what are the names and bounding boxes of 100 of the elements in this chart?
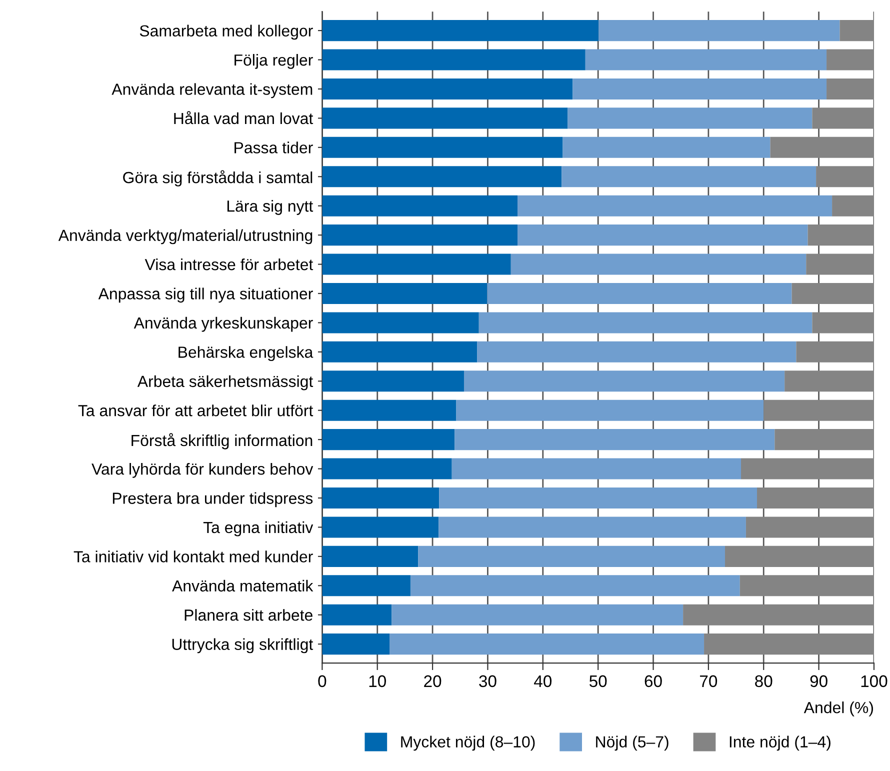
bar	[840, 20, 874, 42]
bar	[438, 516, 746, 538]
bar	[598, 20, 840, 42]
y-tick-label: Planera sitt arbete	[184, 609, 312, 621]
y-tick-label: Uttrycka sig skriftligt	[172, 638, 314, 654]
bar	[322, 341, 478, 362]
bar	[568, 108, 812, 129]
y-tick-label: Ta ansvar för att arbetet blir utfört	[78, 404, 314, 416]
bar	[808, 224, 874, 246]
y-tick-label: Samarbeta med kollegor	[140, 24, 313, 40]
bar	[562, 136, 770, 158]
x-tick-label: 10	[369, 675, 386, 688]
bar	[322, 634, 390, 655]
bar	[826, 78, 874, 100]
x-tick-label: 80	[755, 675, 772, 688]
bar	[322, 487, 440, 509]
y-tick-label: Använda yrkeskunskaper	[134, 316, 313, 332]
bar	[796, 341, 874, 362]
y-tick-label: Prestera bra under tidspress	[112, 492, 313, 508]
x-tick-label: 90	[810, 675, 828, 688]
bar	[806, 254, 874, 275]
x-tick-label: 60	[644, 675, 662, 688]
bar	[478, 312, 812, 334]
bar	[410, 575, 740, 596]
y-tick-label: Ta egna initiativ	[203, 521, 314, 536]
bar	[812, 108, 874, 129]
y-tick-label: Arbeta säkerhetsmässigt	[137, 375, 314, 390]
bar	[322, 195, 518, 216]
y-tick-label: Passa tider	[234, 142, 313, 154]
bar	[322, 458, 452, 480]
bar	[816, 166, 874, 188]
y-tick-label: Använda relevanta it-system	[112, 83, 312, 98]
bar	[826, 49, 874, 70]
bar	[322, 166, 562, 188]
bar	[704, 634, 874, 655]
y-tick-label: Visa intresse för arbetet	[144, 258, 314, 270]
x-tick-label: 20	[424, 675, 442, 688]
bar	[322, 516, 439, 538]
bar	[585, 49, 827, 70]
bar	[464, 370, 785, 392]
bar	[683, 604, 874, 626]
legend-label: Mycket nöjd (8–10)	[401, 736, 535, 751]
x-axis-title: Andel (%)	[804, 702, 873, 716]
bar	[439, 487, 757, 509]
bar	[322, 400, 456, 421]
y-tick-label: Använda verktyg/material/utrustning	[58, 229, 312, 244]
bar	[322, 108, 568, 129]
y-tick-label: Följa regler	[234, 54, 313, 69]
y-tick-label: Hålla vad man lovat	[174, 111, 314, 124]
bar	[510, 254, 806, 275]
bar	[322, 20, 599, 42]
bar	[487, 282, 792, 304]
x-tick-label: 0	[318, 675, 326, 688]
bar	[452, 458, 741, 480]
bar	[322, 312, 479, 334]
bar	[322, 429, 455, 450]
bar	[562, 166, 816, 188]
bar	[322, 49, 586, 70]
bar	[322, 575, 410, 596]
bar	[812, 312, 874, 334]
x-tick-label: 40	[534, 675, 552, 688]
bar	[746, 516, 874, 538]
x-tick-label: 50	[589, 675, 607, 688]
bar	[792, 282, 874, 304]
x-tick-label: 70	[700, 675, 718, 688]
y-tick-label: Ta initiativ vid kontakt med kunder	[74, 550, 313, 562]
bar	[392, 604, 684, 626]
bar	[784, 370, 874, 392]
y-tick-label: Anpassa sig till nya situationer	[98, 288, 313, 303]
bar	[832, 195, 874, 216]
bar	[774, 429, 874, 450]
bar	[572, 78, 827, 100]
bar	[322, 136, 563, 158]
y-tick-label: Behärska engelska	[178, 346, 314, 362]
x-tick-label: 100	[861, 675, 888, 688]
x-tick-label: 30	[479, 675, 496, 688]
bar	[518, 195, 832, 216]
bar	[322, 282, 488, 304]
bar	[418, 546, 725, 567]
bar	[322, 370, 464, 392]
bar	[322, 224, 518, 246]
y-tick-label: Vara lyhörda för kunders behov	[92, 462, 314, 478]
legend-label: Inte nöjd (1–4)	[730, 736, 830, 751]
bar	[477, 341, 796, 362]
bar	[757, 487, 874, 509]
bar	[518, 224, 808, 246]
bar	[764, 400, 874, 421]
bar	[322, 78, 573, 100]
bar	[456, 400, 764, 421]
bar	[770, 136, 874, 158]
y-tick-label: Förstå skriftlig information	[132, 433, 312, 450]
bar	[740, 575, 874, 596]
bar	[454, 429, 775, 450]
bar	[322, 604, 392, 626]
legend-label: Nöjd (5–7)	[596, 736, 668, 751]
y-tick-label: Lära sig nytt	[227, 200, 314, 215]
bar	[724, 546, 874, 567]
y-tick-label: Göra sig förstådda i samtal	[123, 170, 312, 186]
bar	[322, 546, 418, 567]
bar	[390, 634, 704, 655]
